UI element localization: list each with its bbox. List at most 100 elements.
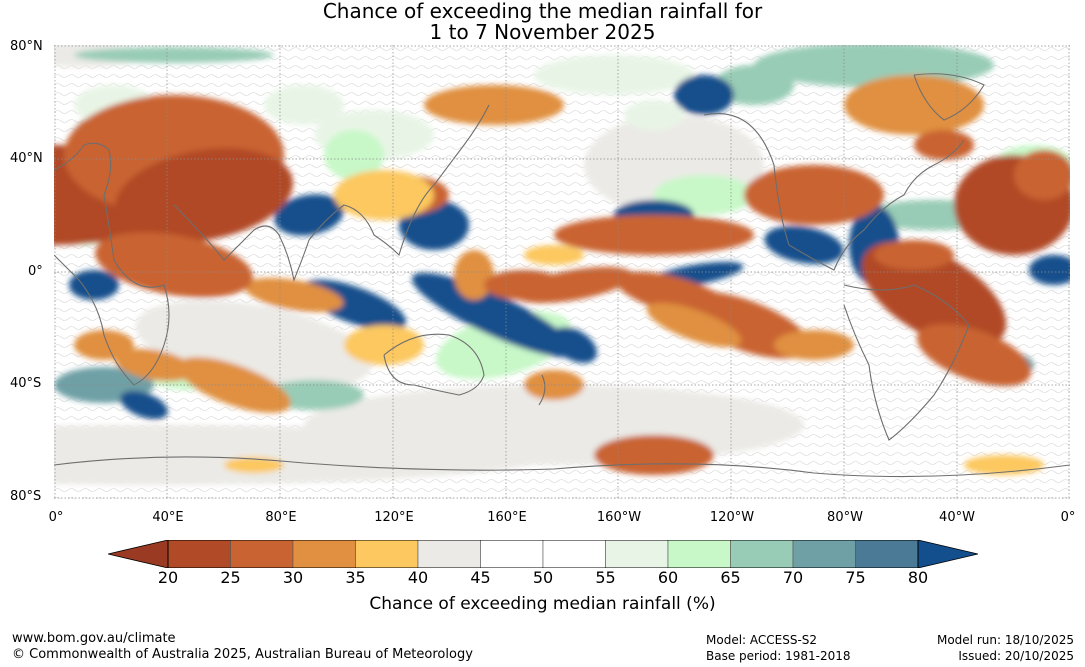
map-title-line-2: 1 to 7 November 2025 [429, 20, 656, 44]
probability-patch [534, 55, 694, 95]
probability-field [54, 45, 1070, 485]
colorbar-cell [417, 540, 481, 568]
lon-label-80w: 80°W [827, 510, 863, 525]
footer-base-period: Base period: 1981-2018 [706, 649, 851, 663]
lat-label-equator: 0° [28, 264, 43, 279]
coast-arabia-india [173, 204, 310, 282]
probability-patch [411, 272, 577, 358]
colorbar-tick-label: 50 [532, 568, 554, 587]
colorbar-cell [230, 540, 294, 568]
colorbar-tick-label: 45 [470, 568, 491, 587]
colorbar-tick-label: 25 [220, 568, 241, 587]
probability-patch [764, 225, 844, 265]
colorbar-frame [167, 540, 919, 568]
lon-label-0: 0° [48, 510, 64, 525]
coast-nz [538, 374, 546, 406]
coast-europe-africa [54, 142, 170, 386]
colorbar-tick-label: 65 [720, 568, 741, 587]
colorbar-cell [730, 540, 794, 568]
graticule [54, 45, 1070, 499]
probability-patch [244, 277, 344, 313]
colorbar-label: Chance of exceeding median rainfall (%) [369, 594, 716, 614]
probability-patch [454, 250, 494, 300]
probability-patch [120, 390, 168, 420]
probability-patch [524, 370, 584, 400]
colorbar-under-arrow [108, 540, 169, 568]
lon-label-40w: 40°W [939, 510, 975, 525]
probability-patch [95, 232, 253, 298]
lon-label-120w: 120°W [709, 510, 755, 525]
probability-patch [524, 245, 584, 265]
coast-south-america [843, 284, 970, 441]
colorbar-tick-label: 75 [845, 568, 866, 587]
probability-patch [514, 266, 634, 304]
footer-issued: Issued: 20/10/2025 [958, 649, 1074, 663]
probability-patch [74, 47, 274, 63]
coast-north-america [703, 113, 965, 271]
probability-patch [624, 100, 684, 130]
colorbar-cell [355, 540, 419, 568]
probability-patch [274, 194, 344, 236]
lon-label-160e: 160°E [487, 510, 527, 525]
lon-label-40e: 40°E [152, 510, 184, 525]
probability-patch [1014, 150, 1070, 200]
probability-patch [115, 148, 293, 242]
coast-antarctica [54, 456, 1070, 478]
colorbar-cell [667, 540, 731, 568]
probability-patch [554, 215, 754, 255]
probability-patch [744, 165, 884, 225]
probability-patch [344, 325, 424, 365]
probability-patch [874, 240, 954, 270]
coast-asia-east [308, 104, 490, 257]
colorbar-cell [792, 540, 856, 568]
lon-label-80e: 80°E [265, 510, 297, 525]
probability-patch [334, 170, 434, 220]
probability-patch [594, 435, 714, 475]
probability-patch [674, 75, 734, 115]
colorbar-cell [605, 540, 669, 568]
lon-label-120e: 120°E [374, 510, 414, 525]
lat-label-80s: 80°S [10, 489, 42, 504]
probability-patch [74, 330, 134, 360]
probability-patch [914, 130, 974, 160]
rainfall-probability-map [54, 45, 1070, 499]
colorbar-cell [542, 540, 606, 568]
lat-label-40n: 40°N [10, 151, 43, 166]
probability-patch [424, 85, 564, 125]
footer-model: Model: ACCESS-S2 [706, 633, 818, 647]
colorbar-tick-label: 35 [345, 568, 366, 587]
lat-label-40s: 40°S [10, 376, 42, 391]
colorbar-tick-label: 70 [782, 568, 804, 587]
footer-copyright: © Commonwealth of Australia 2025, Austra… [12, 647, 473, 662]
colorbar-tick-label: 40 [407, 568, 429, 587]
colorbar-over-arrow [917, 540, 978, 568]
colorbar-tick-label: 60 [657, 568, 679, 587]
probability-patch [114, 348, 194, 382]
map-title-line-1: Chance of exceeding the median rainfall … [322, 0, 763, 23]
colorbar-cell [167, 540, 231, 568]
coast-greenland [913, 73, 985, 121]
colorbar [108, 540, 978, 568]
probability-patch [844, 75, 984, 135]
lon-label-160w: 160°W [596, 510, 642, 525]
probability-patch [551, 326, 597, 364]
colorbar-tick-label: 20 [157, 568, 179, 587]
probability-patch [54, 425, 554, 485]
probability-patch [774, 330, 854, 360]
colorbar-cell [292, 540, 356, 568]
probability-patch [916, 323, 1032, 387]
footer-model-run: Model run: 18/10/2025 [936, 633, 1074, 647]
colorbar-tick-label: 80 [907, 568, 929, 587]
colorbar-cell [855, 540, 919, 568]
colorbar-tick-label: 30 [282, 568, 304, 587]
colorbar-cell [480, 540, 544, 568]
probability-patch [1029, 255, 1070, 285]
footer-url[interactable]: www.bom.gov.au/climate [12, 631, 176, 646]
colorbar-tick-label: 55 [595, 568, 616, 587]
probability-patch [324, 130, 384, 180]
probability-patch [646, 302, 742, 348]
lon-label-0-east: 0° [1060, 510, 1076, 525]
probability-patch [224, 457, 284, 473]
probability-patch [264, 85, 344, 125]
lat-label-80n: 80°N [10, 39, 43, 54]
